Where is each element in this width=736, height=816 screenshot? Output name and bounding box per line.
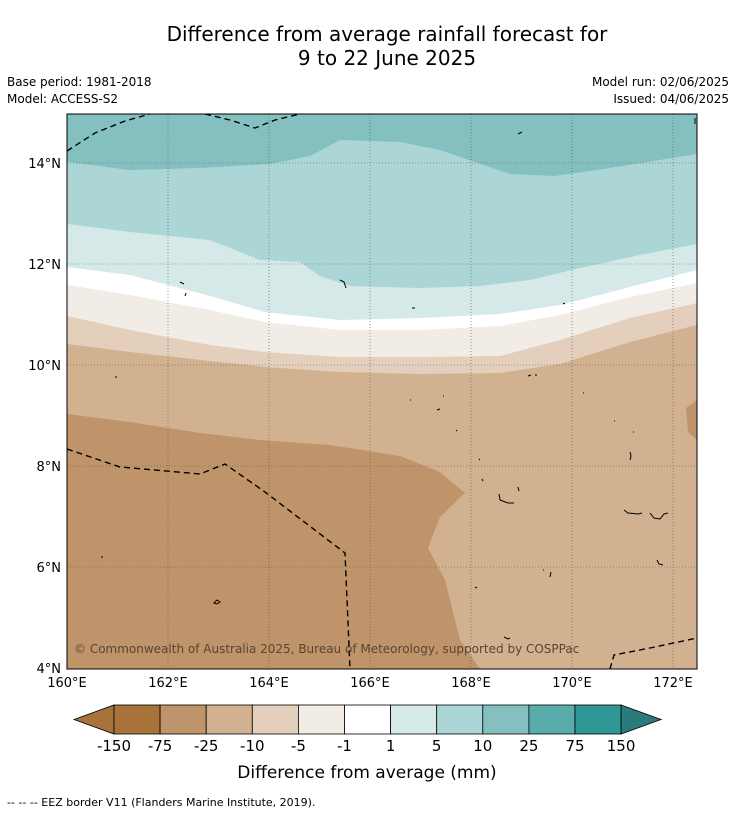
- lon-label: 166°E: [350, 676, 390, 691]
- colorbar-label: -1: [337, 737, 352, 755]
- island-outlines: [101, 118, 696, 640]
- colorbar-label: 75: [565, 737, 584, 755]
- colorbar-label: 150: [607, 737, 636, 755]
- lat-label: 14°N: [28, 157, 61, 172]
- latitude-ticks: 14°N 12°N 10°N 8°N 6°N 4°N: [28, 157, 61, 677]
- colorbar-segment: [390, 704, 438, 735]
- meta-left: Base period: 1981-2018 Model: ACCESS-S2: [7, 74, 152, 108]
- lon-label: 170°E: [552, 676, 592, 691]
- eez-legend-note: -- -- -- EEZ border V11 (Flanders Marine…: [7, 796, 316, 809]
- map-frame: [66, 113, 698, 670]
- colorbar: -150 -75 -25 -10 -5 -1 1 5 10 25 75 150: [72, 704, 663, 755]
- colorbar-segment: [159, 704, 207, 735]
- colorbar-segment: [205, 704, 253, 735]
- colorbar-segment: [251, 704, 299, 735]
- longitude-ticks: 160°E 162°E 164°E 166°E 168°E 170°E 172°…: [47, 676, 693, 691]
- title-line-1: Difference from average rainfall forecas…: [166, 22, 608, 46]
- colorbar-label: -10: [240, 737, 265, 755]
- colorbar-label: -5: [291, 737, 306, 755]
- rainfall-map: © Commonwealth of Australia 2025, Bureau…: [67, 114, 697, 669]
- meta-right: Model run: 02/06/2025 Issued: 04/06/2025: [592, 74, 729, 108]
- colorbar-segment: [344, 704, 391, 735]
- band-minus75-minus25-east: [686, 400, 697, 440]
- lon-label: 168°E: [451, 676, 491, 691]
- copyright-notice: © Commonwealth of Australia 2025, Bureau…: [74, 642, 579, 656]
- grid-lines: [67, 114, 697, 669]
- lat-label: 6°N: [37, 561, 62, 576]
- colorbar-label: 25: [519, 737, 538, 755]
- eez-border-lines: [67, 114, 697, 669]
- lon-label: 160°E: [47, 676, 87, 691]
- model-run: Model run: 02/06/2025: [591, 75, 729, 89]
- lat-label: 12°N: [28, 258, 61, 273]
- colorbar-label: 1: [386, 737, 396, 755]
- lon-label: 164°E: [249, 676, 289, 691]
- colorbar-title: Difference from average (mm): [237, 763, 496, 783]
- issued-date: Issued: 04/06/2025: [613, 92, 729, 106]
- colorbar-segment: [436, 704, 484, 735]
- colorbar-segment: [113, 704, 161, 735]
- lat-label: 8°N: [37, 460, 62, 475]
- model-name: Model: ACCESS-S2: [7, 92, 119, 106]
- title-line-2: 9 to 22 June 2025: [297, 46, 477, 70]
- colorbar-segment: [297, 704, 345, 735]
- base-period: Base period: 1981-2018: [7, 75, 152, 89]
- colorbar-extend-low: [72, 704, 115, 735]
- colorbar-label: -75: [148, 737, 173, 755]
- map-title: Difference from average rainfall forecas…: [0, 22, 736, 70]
- colorbar-label: -150: [97, 737, 131, 755]
- colorbar-segment: [574, 704, 622, 735]
- colorbar-label: 5: [432, 737, 442, 755]
- lon-label: 172°E: [653, 676, 693, 691]
- lon-label: 162°E: [148, 676, 188, 691]
- lat-label: 4°N: [37, 662, 62, 677]
- band-minus75-minus25-west: [67, 414, 480, 669]
- lat-label: 10°N: [28, 359, 61, 374]
- colorbar-segment: [482, 704, 530, 735]
- colorbar-label: 10: [473, 737, 492, 755]
- colorbar-segment: [528, 704, 576, 735]
- colorbar-extend-high: [620, 704, 663, 735]
- colorbar-label: -25: [194, 737, 219, 755]
